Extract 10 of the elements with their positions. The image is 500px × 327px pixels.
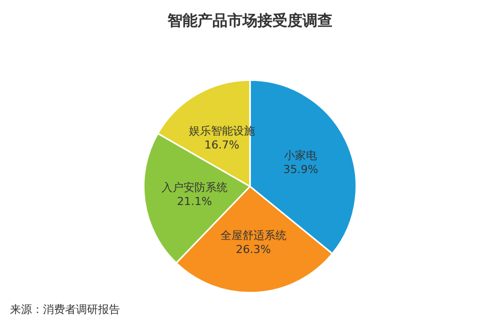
slice-label: 小家电 [284, 148, 318, 162]
source-note: 来源：消费者调研报告 [10, 303, 120, 316]
data-label: 16.7% [204, 138, 240, 152]
slice-label: 娱乐智能设施 [188, 124, 255, 138]
chart-title: 智能产品市场接受度调查 [166, 12, 332, 30]
data-label: 35.9% [283, 162, 318, 176]
slice-label: 全屋舒适系统 [220, 228, 286, 242]
data-label: 26.3% [236, 242, 271, 256]
slice-label: 入户安防系统 [161, 180, 228, 194]
data-label: 21.1% [176, 194, 212, 208]
